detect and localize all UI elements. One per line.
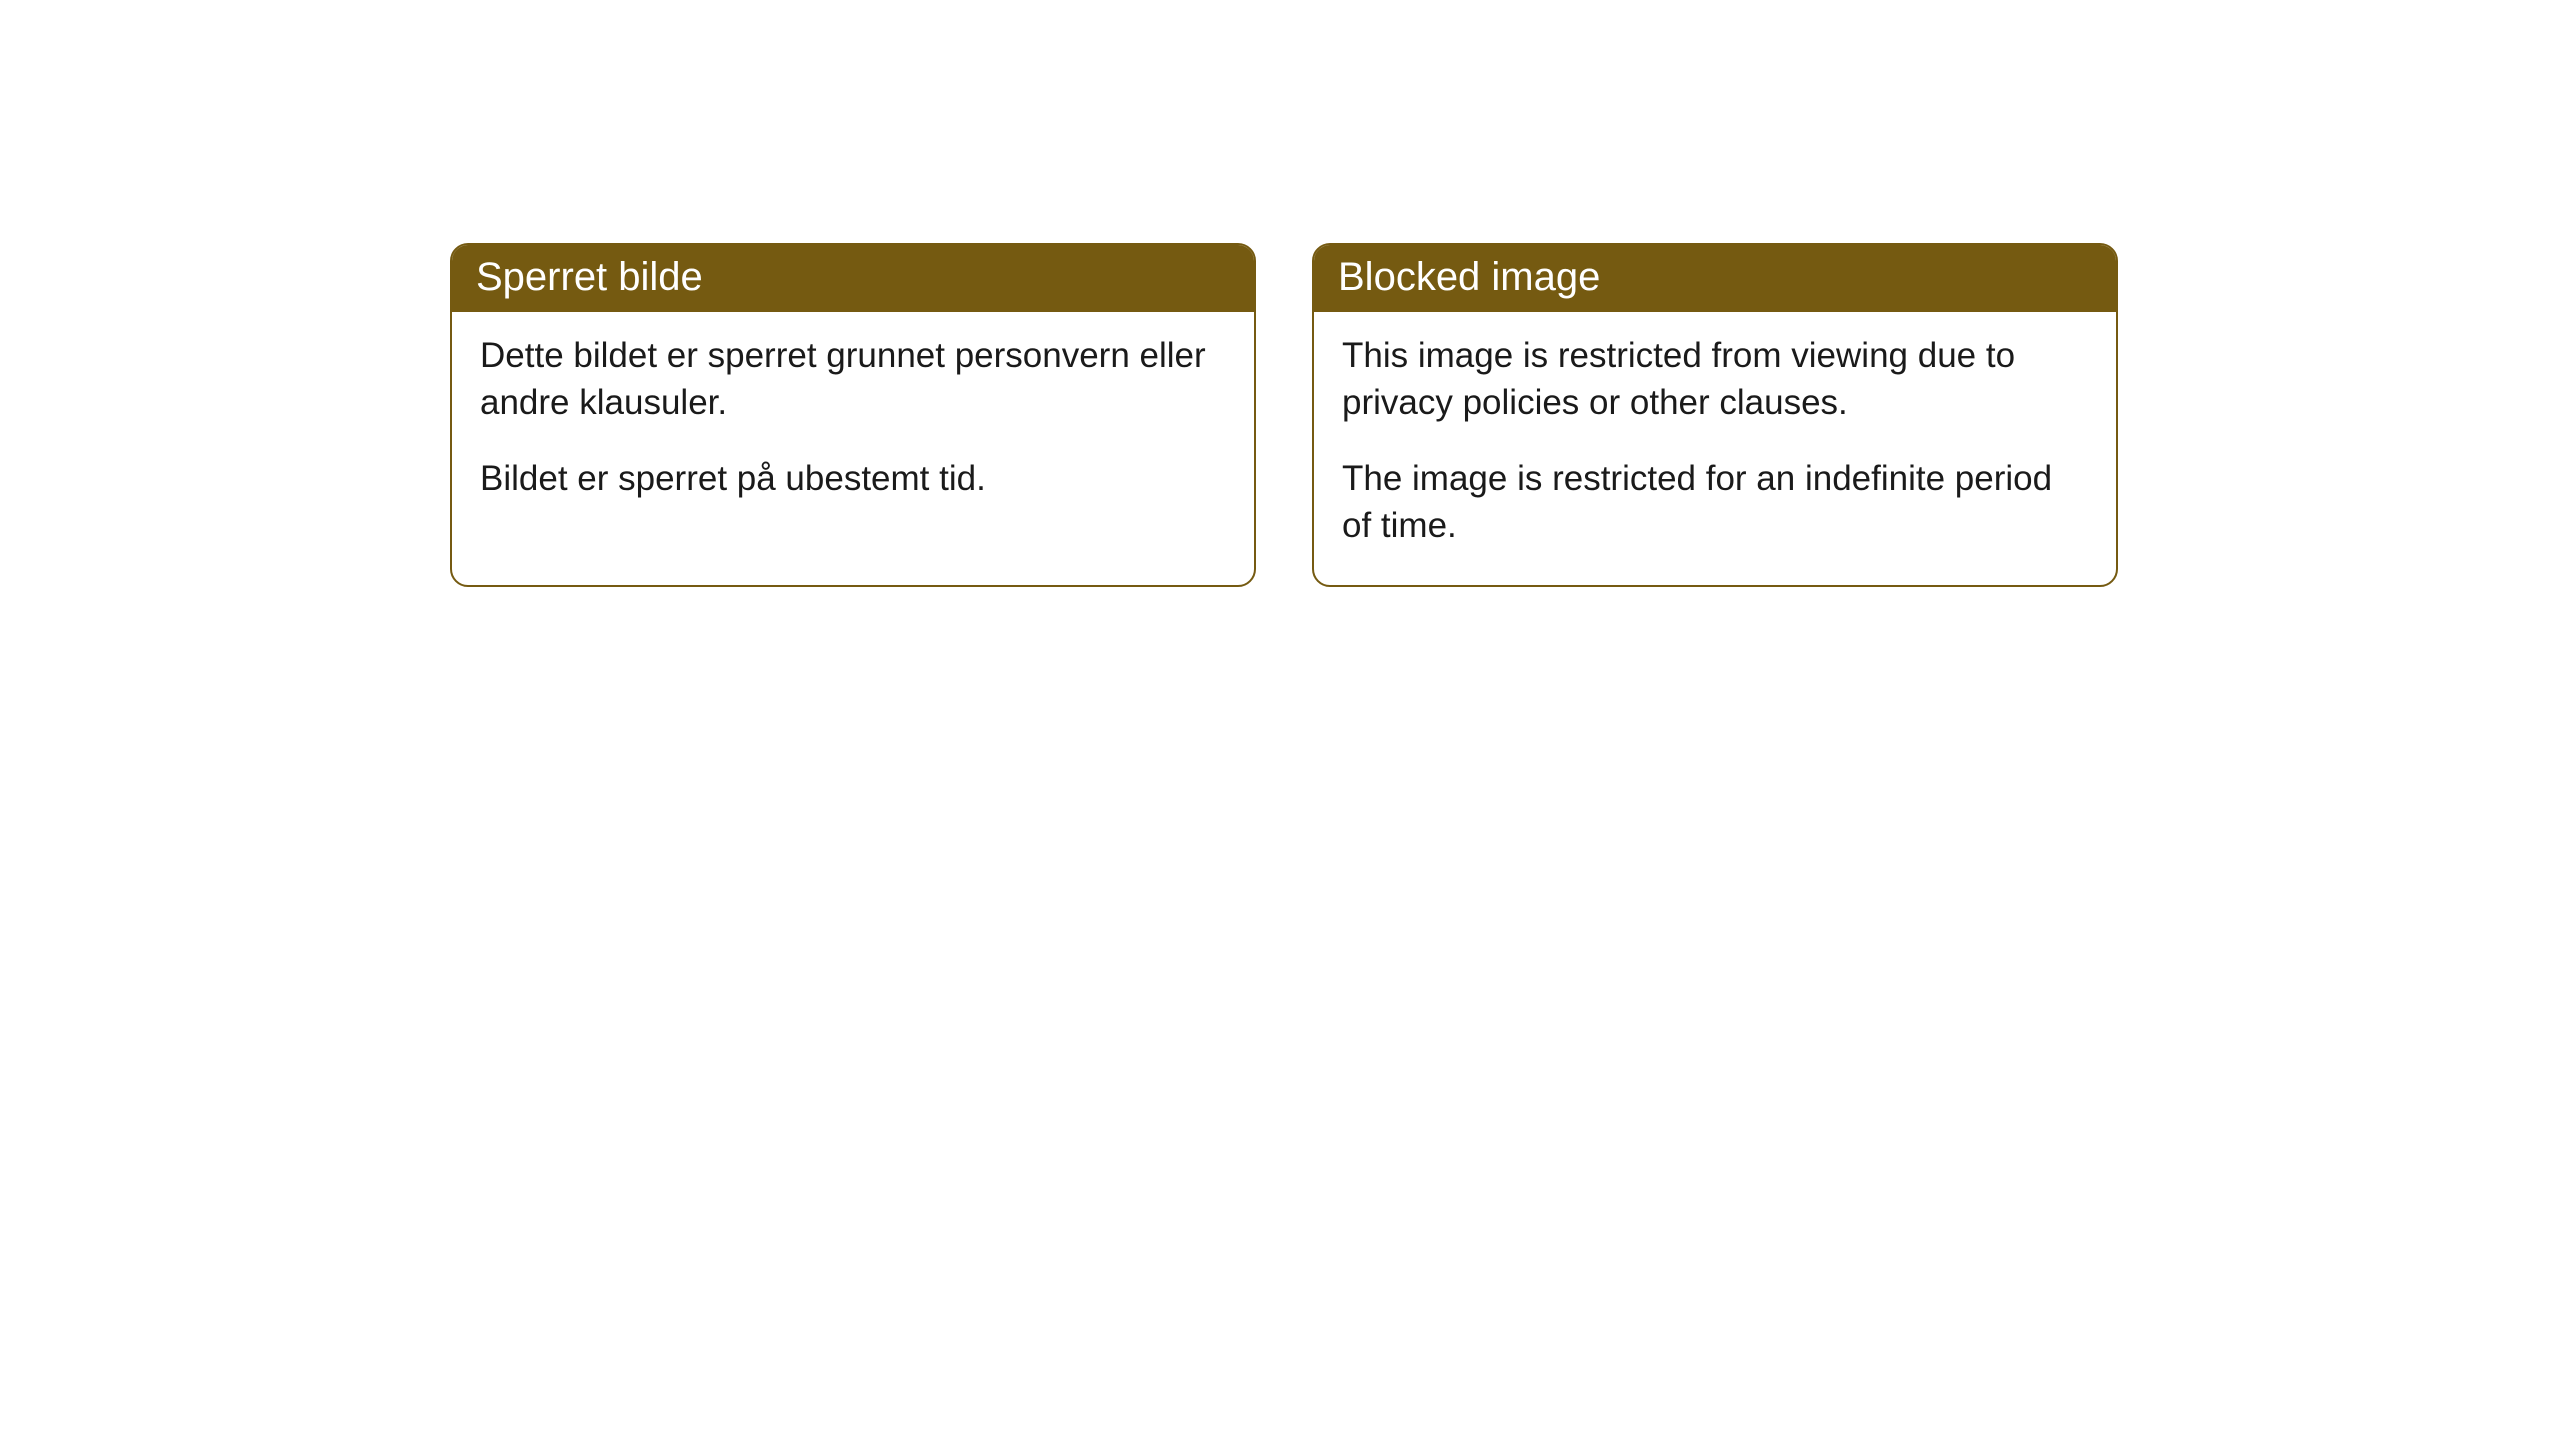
card-body-no: Dette bildet er sperret grunnet personve… <box>452 312 1254 538</box>
card-para2-en: The image is restricted for an indefinit… <box>1342 455 2088 550</box>
card-title-no: Sperret bilde <box>476 255 703 299</box>
card-para1-en: This image is restricted from viewing du… <box>1342 332 2088 427</box>
card-para2-no: Bildet er sperret på ubestemt tid. <box>480 455 1226 502</box>
cards-container: Sperret bilde Dette bildet er sperret gr… <box>450 243 2118 587</box>
card-title-en: Blocked image <box>1338 255 1600 299</box>
card-body-en: This image is restricted from viewing du… <box>1314 312 2116 585</box>
blocked-image-card-no: Sperret bilde Dette bildet er sperret gr… <box>450 243 1256 587</box>
card-para1-no: Dette bildet er sperret grunnet personve… <box>480 332 1226 427</box>
card-header-en: Blocked image <box>1314 245 2116 312</box>
blocked-image-card-en: Blocked image This image is restricted f… <box>1312 243 2118 587</box>
card-header-no: Sperret bilde <box>452 245 1254 312</box>
